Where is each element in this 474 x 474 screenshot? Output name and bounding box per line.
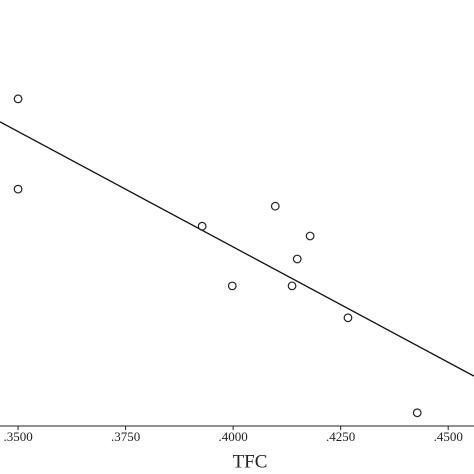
point xyxy=(292,254,302,264)
point xyxy=(13,184,23,194)
x-tick-label: .3500 xyxy=(3,429,32,444)
point xyxy=(13,94,23,104)
point xyxy=(270,201,280,211)
x-tick-label: .3750 xyxy=(111,429,140,444)
x-tick-label: .4250 xyxy=(326,429,355,444)
point xyxy=(197,221,207,231)
point xyxy=(305,231,315,241)
x-axis-label: TFC xyxy=(233,451,268,472)
plot-area xyxy=(0,0,474,426)
x-tick-label: .4500 xyxy=(434,429,463,444)
point xyxy=(343,313,353,323)
regression-line xyxy=(0,121,474,377)
point xyxy=(412,408,422,418)
x-tick-label: .4000 xyxy=(219,429,248,444)
point xyxy=(287,281,297,291)
point xyxy=(227,281,237,291)
